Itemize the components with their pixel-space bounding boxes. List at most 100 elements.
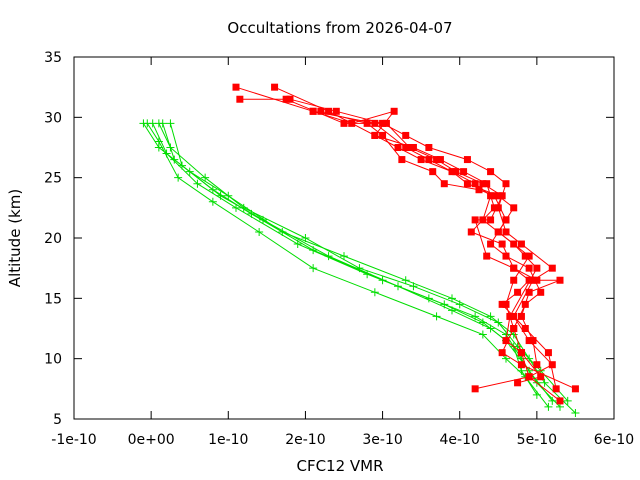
data-point: [417, 156, 425, 164]
data-point: [510, 276, 518, 284]
data-point: [378, 276, 387, 285]
data-point: [236, 95, 244, 103]
data-point: [506, 312, 514, 320]
axis-ticks: -1e-10 0e+00 1e-10 2e-10 3e-10 4e-10 5e-10 6e-1…: [44, 50, 634, 448]
y-tick-label: 35: [44, 50, 62, 66]
data-point: [406, 144, 414, 151]
data-point: [433, 156, 441, 164]
data-point: [471, 180, 479, 188]
data-point: [309, 107, 317, 115]
data-point: [502, 228, 510, 236]
data-point: [479, 180, 487, 188]
data-point: [494, 192, 502, 200]
data-point: [563, 396, 572, 405]
data-point: [521, 252, 529, 260]
data-point: [282, 95, 290, 103]
data-point: [216, 191, 225, 200]
x-tick-label: 3e-10: [362, 432, 402, 448]
data-point: [529, 337, 537, 345]
data-point: [571, 408, 580, 417]
x-axis-label: CFC12 VMR: [296, 457, 383, 475]
data-point: [452, 168, 460, 176]
x-tick-label: 5e-10: [517, 432, 557, 448]
x-tick-label: -1e-10: [51, 432, 96, 448]
data-point: [355, 264, 364, 273]
data-point: [232, 83, 240, 91]
data-point: [394, 282, 402, 291]
y-tick-label: 25: [44, 171, 62, 187]
y-tick-label: 20: [44, 231, 62, 247]
data-point: [370, 288, 379, 297]
data-point: [498, 240, 506, 248]
data-point: [286, 95, 294, 103]
series-green-3: [158, 119, 557, 405]
data-point: [521, 325, 529, 332]
data-point: [502, 337, 510, 345]
data-point: [166, 119, 175, 128]
data-point: [325, 107, 333, 115]
data-point: [471, 385, 479, 393]
data-point: [490, 192, 498, 200]
series-line: [146, 123, 549, 408]
data-point: [143, 119, 152, 128]
data-point: [487, 216, 495, 224]
data-point: [556, 397, 564, 405]
data-point: [436, 156, 444, 164]
data-point: [467, 228, 475, 236]
data-point: [425, 156, 433, 164]
data-point: [382, 119, 390, 127]
data-point: [201, 173, 210, 182]
data-point: [170, 155, 179, 164]
series-line: [169, 123, 538, 396]
series-line: [152, 123, 561, 408]
data-point: [498, 192, 506, 200]
data-point: [317, 107, 325, 115]
data-point: [483, 180, 491, 188]
data-point: [448, 306, 456, 315]
data-point: [502, 354, 510, 363]
data-point: [525, 373, 533, 381]
x-tick-label: 2e-10: [285, 432, 325, 448]
data-point: [487, 168, 495, 176]
data-point: [525, 264, 533, 272]
data-point: [571, 385, 579, 393]
series-green-4: [166, 119, 541, 399]
data-point: [154, 119, 163, 128]
data-point: [525, 288, 533, 296]
data-point: [232, 203, 240, 212]
data-point: [514, 379, 522, 387]
y-axis-label: Altitude (km): [6, 189, 24, 287]
data-point: [544, 402, 553, 411]
data-point: [487, 240, 495, 248]
series-red-6: [317, 107, 545, 387]
data-point: [510, 264, 518, 272]
data-point: [463, 180, 471, 188]
x-tick-label: 0e+00: [128, 432, 175, 448]
data-point: [548, 264, 556, 272]
data-point: [490, 204, 498, 212]
data-point: [494, 318, 503, 327]
data-point: [409, 144, 417, 151]
data-point: [514, 288, 522, 296]
data-point: [494, 228, 502, 236]
y-tick-label: 15: [44, 291, 62, 307]
data-point: [166, 143, 175, 152]
data-point: [498, 300, 506, 308]
data-point: [533, 276, 541, 284]
data-point: [379, 131, 387, 139]
data-point: [510, 325, 518, 332]
data-point: [193, 179, 202, 188]
x-tick-label: 4e-10: [440, 432, 480, 448]
data-point: [425, 144, 433, 151]
data-point: [429, 168, 437, 176]
data-point: [529, 276, 537, 284]
data-point: [460, 168, 468, 176]
data-point: [394, 144, 402, 151]
data-point: [548, 396, 557, 405]
y-tick-label: 5: [53, 412, 62, 428]
series-line: [162, 123, 553, 402]
data-point: [502, 300, 510, 308]
data-point: [255, 227, 264, 236]
series-red-5: [282, 95, 564, 369]
series-green-2: [148, 119, 564, 411]
